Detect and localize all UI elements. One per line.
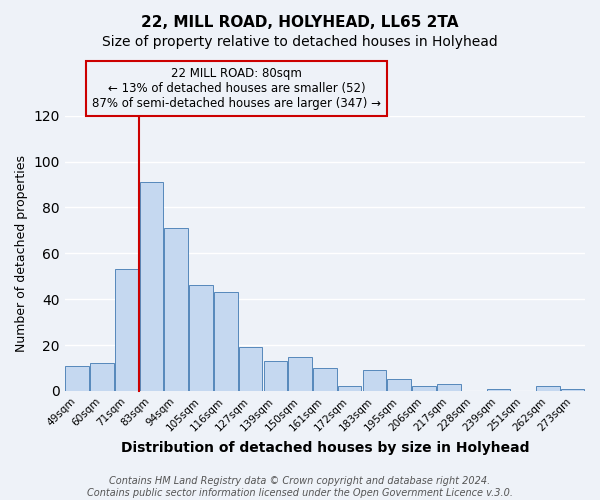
Bar [189, 286, 213, 391]
Text: 22 MILL ROAD: 80sqm
← 13% of detached houses are smaller (52)
87% of semi-detach: 22 MILL ROAD: 80sqm ← 13% of detached ho… [92, 67, 381, 110]
Bar [313, 368, 337, 391]
Bar [487, 388, 510, 391]
Bar [561, 388, 584, 391]
Y-axis label: Number of detached properties: Number of detached properties [15, 155, 28, 352]
Bar [164, 228, 188, 391]
Bar [412, 386, 436, 391]
Text: 22, MILL ROAD, HOLYHEAD, LL65 2TA: 22, MILL ROAD, HOLYHEAD, LL65 2TA [141, 15, 459, 30]
Bar [214, 292, 238, 391]
Bar [239, 348, 262, 391]
Bar [536, 386, 560, 391]
Text: Size of property relative to detached houses in Holyhead: Size of property relative to detached ho… [102, 35, 498, 49]
Bar [362, 370, 386, 391]
Bar [90, 364, 114, 391]
Bar [437, 384, 461, 391]
Bar [115, 270, 139, 391]
Bar [65, 366, 89, 391]
Bar [140, 182, 163, 391]
Bar [263, 361, 287, 391]
X-axis label: Distribution of detached houses by size in Holyhead: Distribution of detached houses by size … [121, 441, 529, 455]
Bar [338, 386, 361, 391]
Bar [388, 380, 411, 391]
Bar [289, 356, 312, 391]
Text: Contains HM Land Registry data © Crown copyright and database right 2024.
Contai: Contains HM Land Registry data © Crown c… [87, 476, 513, 498]
